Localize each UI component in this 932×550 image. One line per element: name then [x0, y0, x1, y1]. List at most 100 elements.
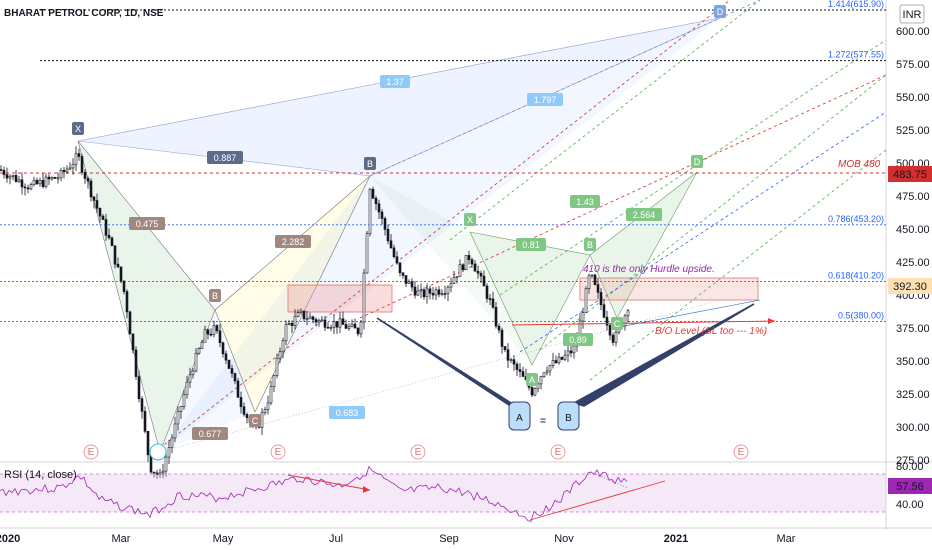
- candle-body[interactable]: [218, 330, 222, 344]
- candle-body[interactable]: [14, 175, 18, 182]
- candle-body[interactable]: [623, 315, 627, 327]
- pattern-label-box[interactable]: [209, 289, 221, 302]
- candle-body[interactable]: [125, 291, 129, 313]
- candle-body[interactable]: [416, 290, 420, 296]
- candle-body[interactable]: [83, 171, 87, 179]
- candle-body[interactable]: [173, 423, 177, 439]
- candle-body[interactable]: [566, 350, 570, 356]
- currency-button[interactable]: [899, 4, 925, 24]
- candle-body[interactable]: [161, 470, 165, 474]
- candle-body[interactable]: [467, 255, 471, 260]
- candle-body[interactable]: [512, 359, 516, 365]
- candle-body[interactable]: [590, 274, 594, 277]
- candle-body[interactable]: [305, 318, 309, 321]
- channel-green-1[interactable]: [449, 0, 761, 241]
- candle-body[interactable]: [239, 397, 243, 408]
- candle-body[interactable]: [119, 266, 123, 282]
- candle-body[interactable]: [443, 293, 447, 295]
- candle-body[interactable]: [401, 272, 405, 276]
- candle-body[interactable]: [407, 281, 411, 284]
- candle-body[interactable]: [50, 177, 54, 180]
- candle-body[interactable]: [5, 174, 9, 179]
- candle-body[interactable]: [236, 380, 240, 398]
- candle-body[interactable]: [371, 188, 375, 199]
- channel-green-2[interactable]: [499, 39, 887, 296]
- candle-body[interactable]: [563, 354, 567, 360]
- pattern-label-box[interactable]: [691, 155, 703, 168]
- pattern-labels[interactable]: X B D B C 1.37 1.797 0.887 0.475 2.282 0.683 0.677 X…: [72, 5, 726, 461]
- candle-body[interactable]: [389, 240, 393, 249]
- candle-body[interactable]: [275, 358, 279, 376]
- candle-body[interactable]: [545, 370, 549, 374]
- candle-body[interactable]: [311, 316, 315, 320]
- supply-zone-box[interactable]: [287, 284, 393, 313]
- candle-body[interactable]: [368, 188, 372, 235]
- candle-body[interactable]: [320, 319, 324, 322]
- candle-body[interactable]: [329, 326, 333, 329]
- candle-body[interactable]: [365, 233, 369, 274]
- candle-body[interactable]: [509, 359, 513, 361]
- breakout-line[interactable]: [511, 320, 776, 326]
- candle-body[interactable]: [350, 323, 354, 327]
- candle-body[interactable]: [95, 200, 99, 209]
- candle-body[interactable]: [602, 304, 606, 318]
- callout-box-b[interactable]: [557, 401, 580, 431]
- channel-lower-red[interactable]: [154, 0, 731, 453]
- candle-body[interactable]: [449, 282, 453, 288]
- candle-body[interactable]: [593, 274, 597, 285]
- pattern-label-box[interactable]: [329, 406, 365, 419]
- candle-body[interactable]: [446, 286, 450, 294]
- candle-body[interactable]: [395, 256, 399, 264]
- pattern-label-box[interactable]: [584, 238, 596, 251]
- candle-body[interactable]: [284, 324, 288, 342]
- channel-mid-red[interactable]: [359, 74, 887, 319]
- candle-body[interactable]: [89, 180, 93, 198]
- pattern-label-box[interactable]: [275, 235, 311, 248]
- candle-body[interactable]: [383, 218, 387, 230]
- candle-body[interactable]: [299, 310, 303, 314]
- candle-body[interactable]: [386, 229, 390, 242]
- candle-body[interactable]: [323, 319, 327, 328]
- candle-body[interactable]: [197, 348, 201, 354]
- candle-body[interactable]: [353, 323, 357, 329]
- candle-body[interactable]: [221, 342, 225, 355]
- candle-body[interactable]: [560, 356, 564, 360]
- candle-body[interactable]: [362, 272, 366, 323]
- rsi-title[interactable]: RSI (14, close): [4, 469, 77, 481]
- candle-body[interactable]: [332, 321, 336, 328]
- candle-body[interactable]: [131, 333, 135, 351]
- pattern-label-box[interactable]: [527, 93, 563, 106]
- candle-body[interactable]: [488, 298, 492, 300]
- candle-body[interactable]: [80, 156, 84, 173]
- candle-body[interactable]: [47, 176, 51, 180]
- candle-body[interactable]: [506, 349, 510, 361]
- candle-body[interactable]: [185, 381, 189, 396]
- candle-body[interactable]: [143, 410, 147, 432]
- earnings-icon[interactable]: [550, 444, 566, 460]
- candle-body[interactable]: [359, 321, 363, 335]
- candle-body[interactable]: [515, 363, 519, 370]
- candle-body[interactable]: [437, 289, 441, 295]
- candle-body[interactable]: [497, 325, 501, 331]
- candle-body[interactable]: [209, 333, 213, 336]
- candle-body[interactable]: [224, 353, 228, 361]
- candle-body[interactable]: [68, 167, 72, 170]
- time-axis[interactable]: 2020 Mar May Jul Sep Nov 2021 Mar: [0, 533, 796, 545]
- candle-body[interactable]: [431, 292, 435, 296]
- candle-body[interactable]: [470, 259, 474, 265]
- candle-body[interactable]: [62, 169, 66, 173]
- candle-body[interactable]: [419, 289, 423, 292]
- candle-body[interactable]: [542, 372, 546, 377]
- pattern-label-box[interactable]: [249, 414, 261, 427]
- channel-upper-blue[interactable]: [369, 0, 761, 177]
- candle-body[interactable]: [518, 369, 522, 372]
- candle-body[interactable]: [410, 281, 414, 288]
- candle-body[interactable]: [101, 215, 105, 220]
- candle-body[interactable]: [581, 312, 585, 322]
- candle-body[interactable]: [572, 345, 576, 354]
- candle-body[interactable]: [521, 371, 525, 377]
- ab-equals-cd-callout[interactable]: A = B: [376, 303, 755, 431]
- price-axis[interactable]: 600.00575.00550.00525.00500.00475.00450.…: [896, 26, 930, 467]
- candle-body[interactable]: [98, 208, 102, 217]
- candle-body[interactable]: [113, 245, 117, 265]
